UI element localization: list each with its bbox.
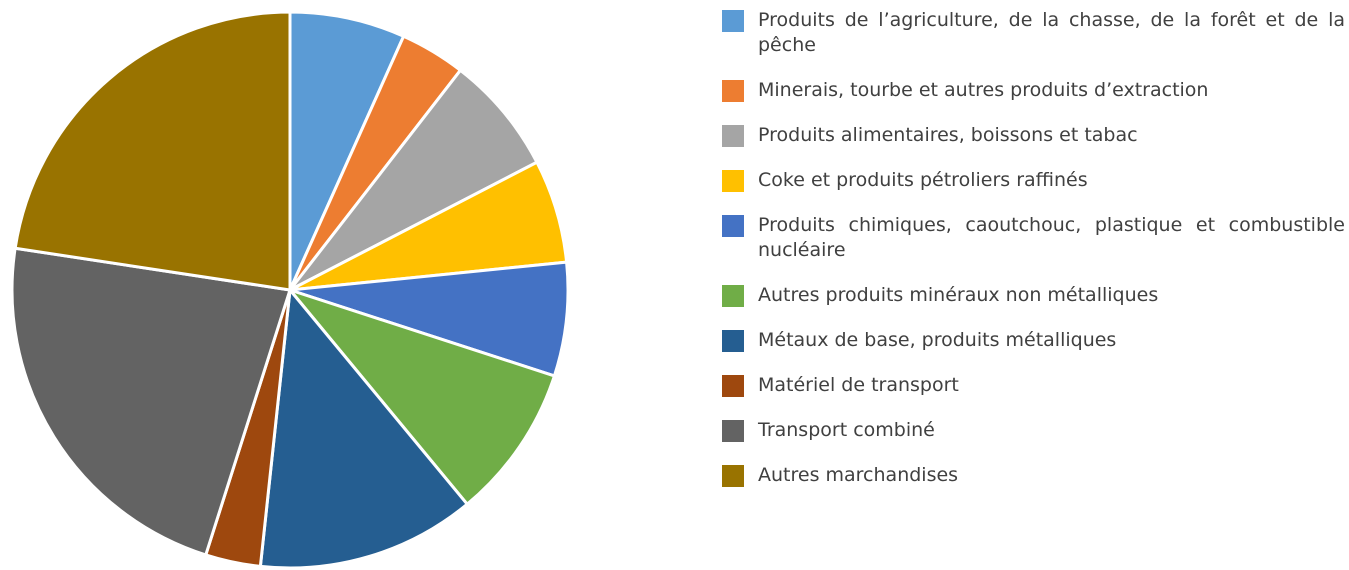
legend-label: Produits alimentaires, boissons et tabac xyxy=(758,124,1138,146)
legend-item: Produits de l’agriculture, de la chasse,… xyxy=(722,8,1345,58)
pie-slice xyxy=(288,288,556,506)
legend: Produits de l’agriculture, de la chasse,… xyxy=(722,8,1345,508)
legend-label: Autres produits minéraux non métalliques xyxy=(758,284,1159,306)
legend-label: Autres marchandises xyxy=(758,464,959,486)
pie-chart xyxy=(10,10,570,570)
legend-swatch xyxy=(722,125,744,147)
legend-label: Matériel de transport xyxy=(758,374,959,396)
legend-item: Produits alimentaires, boissons et tabac xyxy=(722,123,1345,148)
legend-item: Matériel de transport xyxy=(722,373,1345,398)
legend-item: Minerais, tourbe et autres produits d’ex… xyxy=(722,78,1345,103)
legend-swatch xyxy=(722,80,744,102)
legend-label: Produits chimiques, caoutchouc, plastiqu… xyxy=(758,214,1345,261)
legend-item: Autres produits minéraux non métalliques xyxy=(722,283,1345,308)
legend-swatch xyxy=(722,465,744,487)
legend-swatch xyxy=(722,285,744,307)
legend-swatch xyxy=(722,420,744,442)
legend-item: Transport combiné xyxy=(722,418,1345,443)
pie-slice xyxy=(288,260,570,378)
legend-item: Métaux de base, produits métalliques xyxy=(722,328,1345,353)
legend-label: Transport combiné xyxy=(758,419,935,441)
legend-label: Coke et produits pétroliers raffinés xyxy=(758,169,1088,191)
legend-item: Produits chimiques, caoutchouc, plastiqu… xyxy=(722,213,1345,263)
legend-item: Coke et produits pétroliers raffinés xyxy=(722,168,1345,193)
pie-slice xyxy=(258,288,469,570)
pie-slice xyxy=(288,10,406,292)
legend-swatch xyxy=(722,375,744,397)
legend-label: Minerais, tourbe et autres produits d’ex… xyxy=(758,79,1209,101)
legend-swatch xyxy=(722,10,744,32)
legend-item: Autres marchandises xyxy=(722,463,1345,488)
pie-slice xyxy=(10,246,292,557)
legend-label: Produits de l’agriculture, de la chasse,… xyxy=(758,9,1345,56)
pie-slice xyxy=(288,68,539,292)
legend-swatch xyxy=(722,330,744,352)
pie-slice xyxy=(13,10,292,292)
legend-swatch xyxy=(722,215,744,237)
legend-label: Métaux de base, produits métalliques xyxy=(758,329,1117,351)
legend-swatch xyxy=(722,170,744,192)
